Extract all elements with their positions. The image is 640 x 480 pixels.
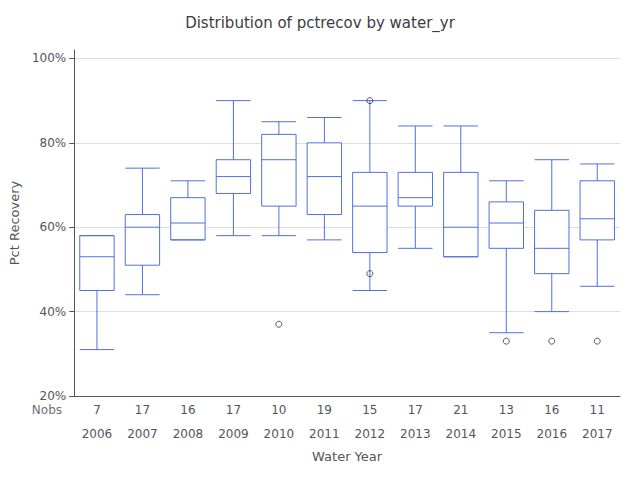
svg-text:13: 13 bbox=[499, 403, 514, 417]
svg-text:16: 16 bbox=[544, 403, 559, 417]
svg-text:2006: 2006 bbox=[82, 427, 113, 441]
svg-text:60%: 60% bbox=[40, 220, 67, 234]
svg-text:2013: 2013 bbox=[400, 427, 431, 441]
svg-text:17: 17 bbox=[226, 403, 241, 417]
svg-text:10: 10 bbox=[271, 403, 286, 417]
svg-text:2007: 2007 bbox=[127, 427, 158, 441]
svg-text:2012: 2012 bbox=[355, 427, 386, 441]
svg-text:Nobs: Nobs bbox=[32, 403, 62, 417]
svg-text:100%: 100% bbox=[32, 51, 66, 65]
svg-text:17: 17 bbox=[135, 403, 150, 417]
svg-text:17: 17 bbox=[408, 403, 423, 417]
svg-text:40%: 40% bbox=[40, 305, 67, 319]
svg-text:2008: 2008 bbox=[173, 427, 204, 441]
svg-text:2010: 2010 bbox=[264, 427, 295, 441]
svg-text:19: 19 bbox=[317, 403, 332, 417]
svg-text:Water Year: Water Year bbox=[312, 449, 383, 464]
svg-text:20%: 20% bbox=[40, 389, 67, 403]
svg-text:2015: 2015 bbox=[491, 427, 522, 441]
svg-text:15: 15 bbox=[362, 403, 377, 417]
svg-text:80%: 80% bbox=[40, 136, 67, 150]
svg-text:2017: 2017 bbox=[582, 427, 613, 441]
svg-text:Pct Recovery: Pct Recovery bbox=[7, 180, 22, 265]
svg-text:21: 21 bbox=[453, 403, 468, 417]
svg-text:2009: 2009 bbox=[218, 427, 249, 441]
svg-text:2016: 2016 bbox=[537, 427, 568, 441]
svg-text:11: 11 bbox=[590, 403, 605, 417]
svg-text:16: 16 bbox=[180, 403, 195, 417]
svg-text:Distribution of pctrecov by wa: Distribution of pctrecov by water_yr bbox=[185, 14, 456, 33]
svg-text:2011: 2011 bbox=[309, 427, 340, 441]
svg-text:7: 7 bbox=[93, 403, 101, 417]
svg-text:2014: 2014 bbox=[446, 427, 477, 441]
